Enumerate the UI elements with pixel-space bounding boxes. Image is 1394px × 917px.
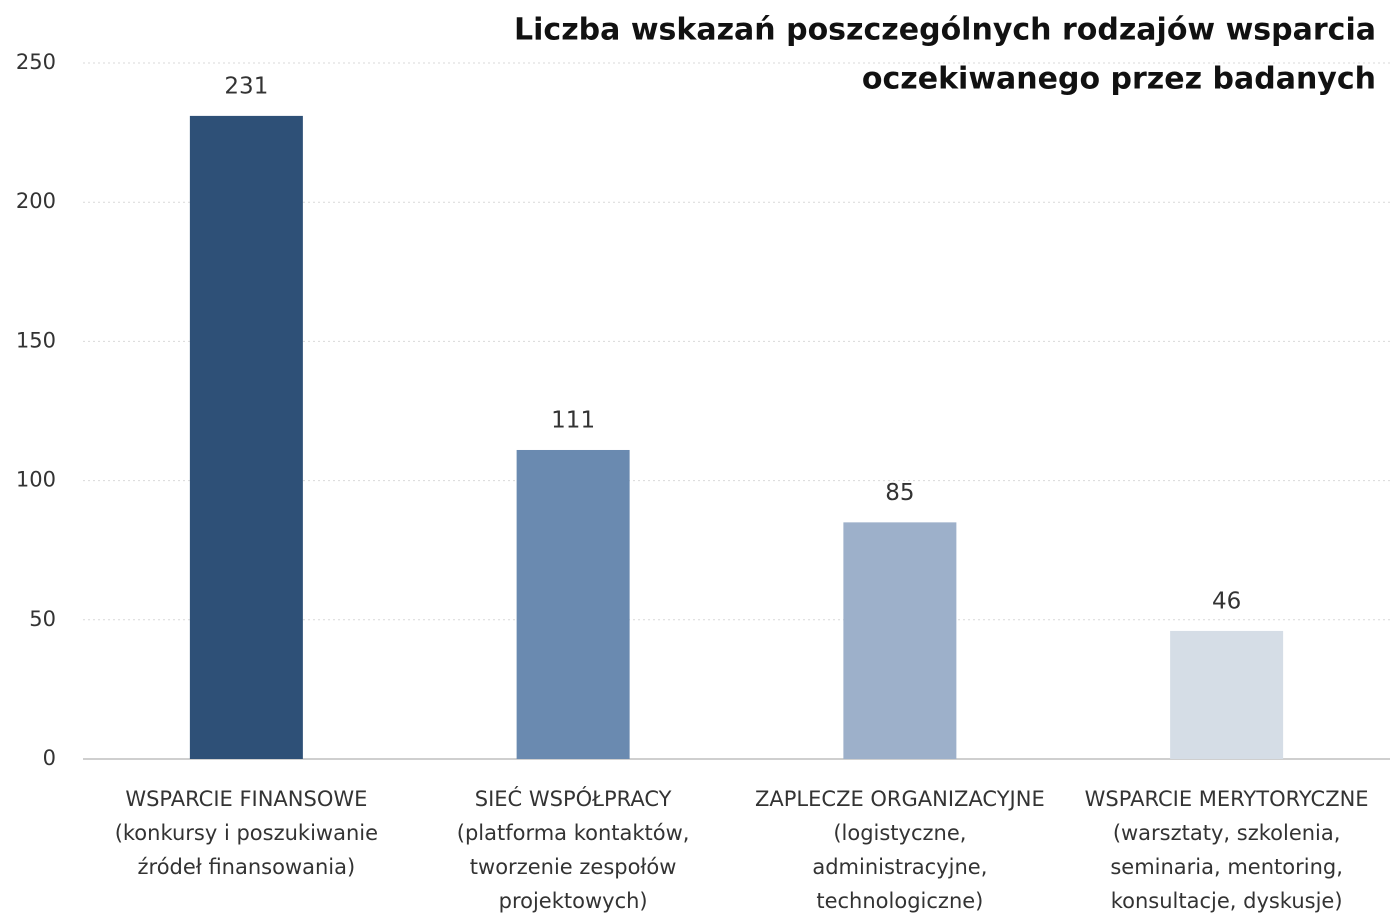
x-tick-label: administracyjne,	[812, 855, 987, 879]
bar	[516, 449, 630, 759]
bar	[843, 522, 957, 759]
x-tick-label: (logistyczne,	[833, 821, 966, 845]
x-tick-label: WSPARCIE FINANSOWE	[125, 787, 367, 811]
y-tick-label: 0	[43, 746, 56, 770]
x-tick-label: tworzenie zespołów	[470, 855, 677, 879]
x-tick-label: SIEĆ WSPÓŁPRACY	[475, 786, 672, 811]
x-tick-label: (warsztaty, szkolenia,	[1113, 821, 1341, 845]
x-tick-label: WSPARCIE MERYTORYCZNE	[1085, 787, 1369, 811]
y-tick-label: 100	[16, 468, 56, 492]
x-tick-label: konsultacje, dyskusje)	[1111, 889, 1343, 913]
x-tick-label: seminaria, mentoring,	[1110, 855, 1343, 879]
data-label: 46	[1212, 588, 1241, 614]
data-label: 85	[885, 480, 914, 506]
y-tick-label: 150	[16, 328, 56, 352]
x-tick-label: (platforma kontaktów,	[457, 821, 690, 845]
y-tick-label: 200	[16, 189, 56, 213]
y-tick-label: 250	[16, 50, 56, 74]
x-tick-label: technologiczne)	[816, 889, 983, 913]
x-tick-label: projektowych)	[499, 889, 648, 913]
bar	[189, 115, 303, 759]
data-label: 231	[224, 73, 268, 99]
x-tick-label: źródeł finansowania)	[138, 855, 356, 879]
chart-title: oczekiwanego przez badanych	[862, 62, 1376, 97]
x-tick-label: ZAPLECZE ORGANIZACYJNE	[755, 787, 1045, 811]
x-tick-label: (konkursy i poszukiwanie	[115, 821, 378, 845]
bar	[1170, 630, 1284, 759]
y-tick-label: 50	[29, 607, 56, 631]
data-label: 111	[551, 407, 595, 433]
chart-title: Liczba wskazań poszczególnych rodzajów w…	[514, 13, 1376, 48]
